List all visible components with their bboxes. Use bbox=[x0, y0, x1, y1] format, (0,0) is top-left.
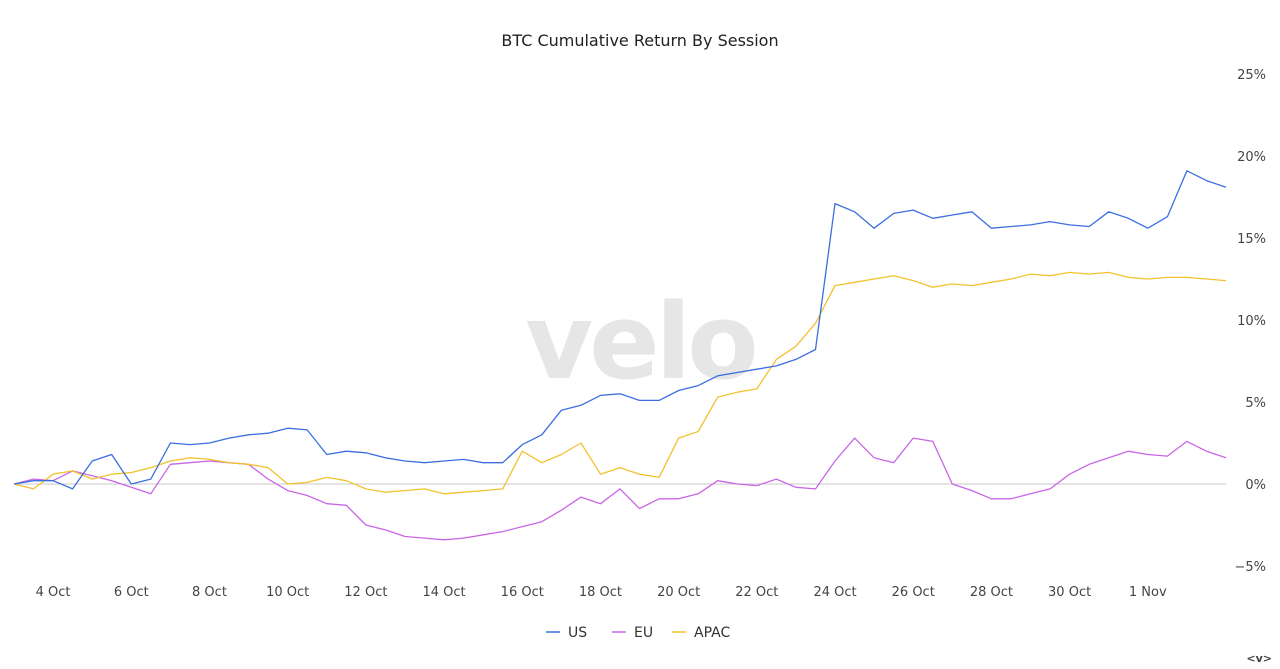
y-tick-label: 10% bbox=[1237, 314, 1266, 329]
x-tick-label: 28 Oct bbox=[970, 585, 1013, 600]
y-tick-label: 0% bbox=[1245, 478, 1266, 493]
x-tick-label: 16 Oct bbox=[501, 585, 544, 600]
y-tick-label: 20% bbox=[1237, 150, 1266, 165]
series-layer bbox=[13, 170, 1227, 541]
expand-toggle-icon[interactable]: <v> bbox=[1246, 652, 1272, 665]
x-tick-label: 10 Oct bbox=[266, 585, 309, 600]
x-tick-label: 4 Oct bbox=[36, 585, 71, 600]
x-tick-label: 20 Oct bbox=[657, 585, 700, 600]
y-tick-label: 5% bbox=[1245, 396, 1266, 411]
x-tick-label: 24 Oct bbox=[813, 585, 856, 600]
x-tick-label: 18 Oct bbox=[579, 585, 622, 600]
y-tick-label: −5% bbox=[1234, 560, 1266, 575]
x-tick-label: 6 Oct bbox=[114, 585, 149, 600]
series-line-apac bbox=[13, 271, 1227, 495]
y-axis-ticks: 25% 20% 15% 10% 5% 0% −5% bbox=[1234, 68, 1266, 575]
legend: US EU APAC bbox=[546, 625, 730, 641]
velo-watermark: velo bbox=[525, 281, 754, 403]
chart-title: BTC Cumulative Return By Session bbox=[501, 31, 778, 50]
series-line-us bbox=[13, 170, 1227, 490]
x-tick-label: 1 Nov bbox=[1129, 585, 1167, 600]
x-tick-label: 14 Oct bbox=[422, 585, 465, 600]
legend-label-apac[interactable]: APAC bbox=[694, 625, 730, 641]
y-tick-label: 25% bbox=[1237, 68, 1266, 83]
legend-label-eu[interactable]: EU bbox=[634, 625, 653, 641]
x-tick-label: 26 Oct bbox=[892, 585, 935, 600]
x-axis-ticks: 4 Oct 6 Oct 8 Oct 10 Oct 12 Oct 14 Oct 16 Oct 1… bbox=[36, 585, 1167, 600]
x-tick-label: 8 Oct bbox=[192, 585, 227, 600]
series-line-eu bbox=[13, 437, 1227, 541]
x-tick-label: 30 Oct bbox=[1048, 585, 1091, 600]
x-tick-label: 12 Oct bbox=[344, 585, 387, 600]
y-tick-label: 15% bbox=[1237, 232, 1266, 247]
x-tick-label: 22 Oct bbox=[735, 585, 778, 600]
legend-label-us[interactable]: US bbox=[568, 625, 587, 641]
